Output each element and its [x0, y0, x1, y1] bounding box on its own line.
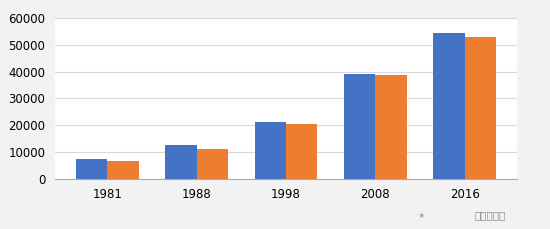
Bar	[286, 124, 317, 179]
Bar	[344, 74, 375, 179]
Bar	[197, 149, 228, 179]
Bar	[465, 37, 496, 179]
Text: ★: ★	[418, 211, 428, 220]
Bar	[107, 161, 139, 179]
Bar	[166, 145, 197, 179]
Bar	[76, 159, 107, 179]
Text: 经济学家圈: 经济学家圈	[475, 210, 506, 220]
Bar	[375, 75, 406, 179]
Bar	[255, 122, 286, 179]
Bar	[433, 33, 465, 179]
